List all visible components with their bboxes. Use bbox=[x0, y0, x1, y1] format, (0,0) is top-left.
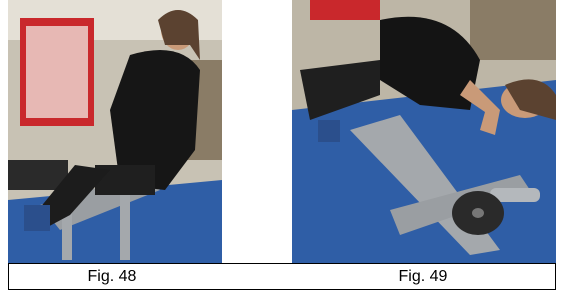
photo-right bbox=[292, 0, 556, 263]
caption: Fig. 48 bbox=[88, 268, 137, 285]
figure-panel: Fig. 48 Fig. 49 bbox=[0, 0, 564, 290]
caption: Fig. 49 bbox=[399, 268, 448, 285]
photo-left bbox=[8, 0, 222, 263]
